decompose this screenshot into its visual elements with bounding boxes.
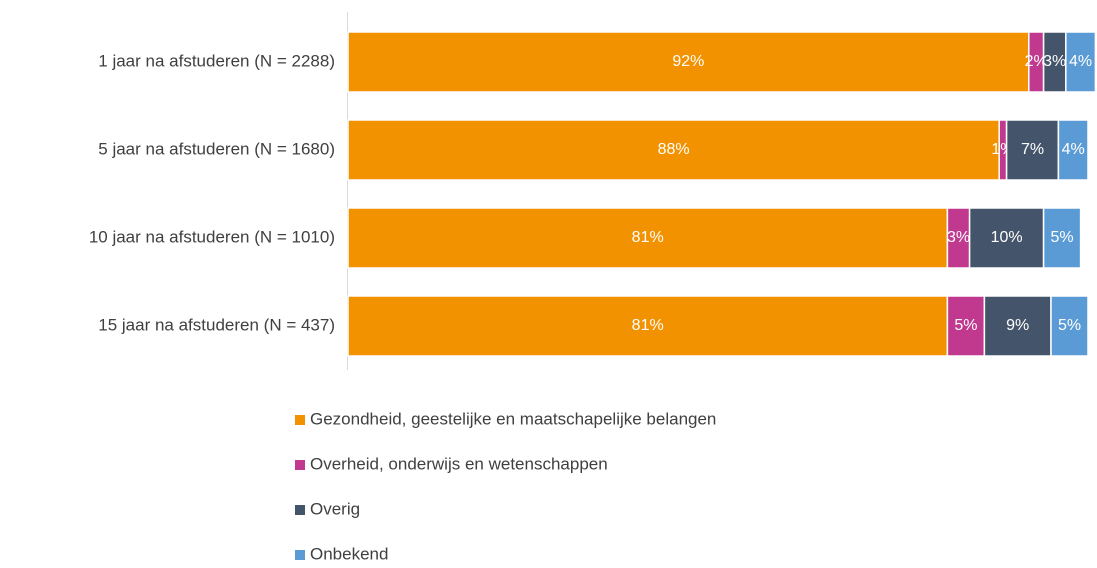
legend-swatch — [295, 550, 305, 560]
bar-segment — [1057, 119, 1089, 181]
bar-segment — [347, 207, 949, 269]
category-label: 10 jaar na afstuderen (N = 1010) — [89, 227, 335, 246]
legend-label: Onbekend — [310, 544, 388, 563]
data-label: 9% — [1006, 317, 1029, 334]
data-label: 4% — [1069, 53, 1092, 70]
bar-segment — [1065, 31, 1097, 93]
data-label: 5% — [954, 317, 977, 334]
bar-segment — [968, 207, 1045, 269]
data-label: 2% — [1025, 53, 1048, 70]
legend-label: Overheid, onderwijs en wetenschappen — [310, 454, 608, 473]
data-label: 7% — [1021, 141, 1044, 158]
bar-segment — [983, 295, 1052, 357]
bar-segment — [1005, 119, 1060, 181]
data-label: 3% — [947, 229, 970, 246]
data-label: 81% — [632, 317, 664, 334]
data-label: 88% — [658, 141, 690, 158]
data-label: 5% — [1058, 317, 1081, 334]
bar-segment — [1042, 207, 1082, 269]
category-label: 1 jaar na afstuderen (N = 2288) — [98, 51, 335, 70]
category-label: 5 jaar na afstuderen (N = 1680) — [98, 139, 335, 158]
legend-label: Gezondheid, geestelijke en maatschapelij… — [310, 409, 716, 428]
bar-segment — [347, 119, 1000, 181]
legend-swatch — [295, 505, 305, 515]
bar-segment — [347, 295, 949, 357]
category-label: 15 jaar na afstuderen (N = 437) — [98, 315, 335, 334]
legend-swatch — [295, 415, 305, 425]
data-label: 92% — [672, 53, 704, 70]
data-label: 10% — [991, 229, 1023, 246]
legend-label: Overig — [310, 499, 360, 518]
data-label: 4% — [1062, 141, 1085, 158]
data-label: 3% — [1043, 53, 1066, 70]
data-label: 81% — [632, 229, 664, 246]
data-label: 5% — [1051, 229, 1074, 246]
legend-swatch — [295, 460, 305, 470]
bar-segment — [1050, 295, 1089, 357]
